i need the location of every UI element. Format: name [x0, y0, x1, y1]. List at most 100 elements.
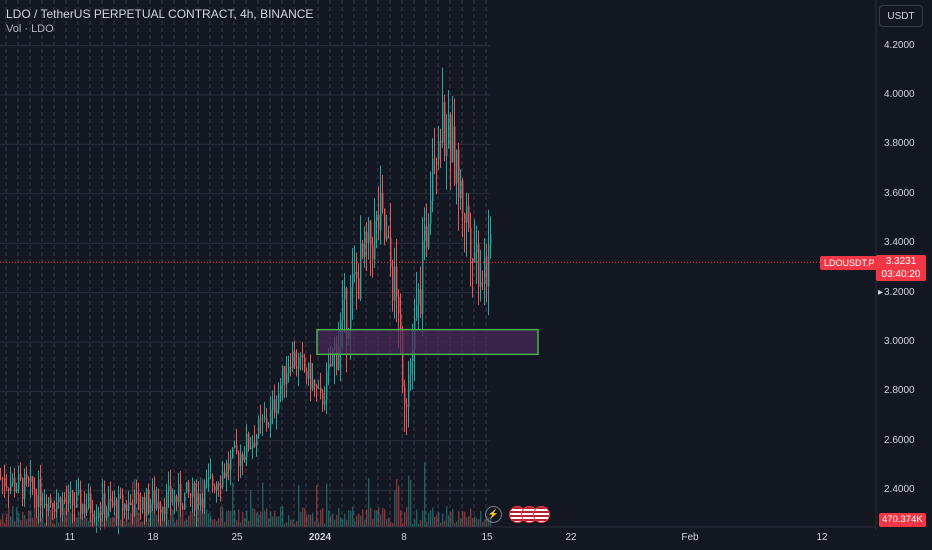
candle-body	[186, 482, 188, 493]
candle-body	[484, 256, 486, 284]
candlesticks	[0, 67, 492, 535]
volume-bar	[336, 514, 338, 527]
volume-bar	[476, 518, 478, 527]
candle-body	[366, 231, 368, 243]
volume-bar	[78, 511, 80, 527]
candle-body	[16, 488, 18, 492]
price-tick-label: 2.6000	[884, 434, 915, 446]
candle-body	[106, 511, 108, 518]
chart-title: LDO / TetherUS PERPETUAL CONTRACT, 4h, B…	[6, 7, 314, 21]
candle-body	[108, 498, 110, 512]
volume-bar	[394, 490, 396, 527]
volume-bar	[482, 521, 484, 527]
candle-body	[204, 483, 206, 508]
currency-button[interactable]: USDT	[879, 5, 923, 27]
candle-body	[364, 231, 366, 258]
volume-bar	[266, 508, 268, 527]
volume-bar	[374, 510, 376, 527]
volume-bar	[320, 509, 322, 527]
price-tick-label: 3.0000	[884, 336, 915, 347]
candle-body	[400, 313, 402, 331]
candle-body	[104, 493, 106, 518]
candle-body	[56, 502, 58, 512]
volume-bar	[184, 520, 186, 527]
volume-bar	[310, 514, 312, 527]
candle-body	[110, 498, 112, 502]
volume-bar	[352, 506, 354, 527]
volume-bar	[294, 523, 296, 527]
candle-body	[356, 272, 358, 279]
volume-bar	[484, 519, 486, 527]
volume-bar	[284, 523, 286, 527]
candle-body	[158, 502, 160, 510]
volume-bar	[470, 508, 472, 527]
candle-body	[360, 243, 362, 299]
volume-bar	[318, 522, 320, 527]
volume-bar	[172, 509, 174, 527]
candle-body	[306, 371, 308, 379]
candle-body	[320, 387, 322, 393]
volume-bar	[194, 514, 196, 527]
candle-body	[150, 504, 152, 513]
chart-grid	[0, 0, 490, 527]
us-flag-event-icon[interactable]	[533, 506, 550, 523]
volume-bar	[280, 507, 282, 527]
candle-body	[262, 419, 264, 421]
volume-bar	[120, 519, 122, 527]
volume-bar	[354, 521, 356, 527]
volume-bar	[460, 518, 462, 527]
volume-bar	[440, 522, 442, 527]
volume-bar	[378, 507, 380, 527]
volume-bar	[274, 511, 276, 527]
volume-bar	[408, 475, 410, 527]
bar-countdown: 03:40:20	[881, 269, 921, 280]
volume-bar	[250, 489, 252, 527]
volume-bar	[472, 518, 474, 527]
candle-body	[296, 366, 298, 369]
candle-body	[232, 447, 234, 458]
volume-bar	[424, 462, 426, 527]
volume-bar	[474, 516, 476, 527]
volume-bar	[316, 485, 318, 527]
candle-body	[80, 489, 82, 514]
candle-body	[216, 483, 218, 491]
volume-bar	[24, 515, 26, 527]
volume-bar	[300, 511, 302, 527]
volume-bar	[420, 520, 422, 527]
volume-bar	[142, 521, 144, 527]
candle-body	[182, 505, 184, 510]
volume-bar	[42, 512, 44, 527]
candle-body	[116, 499, 118, 519]
volume-bar	[44, 523, 46, 527]
volume-bar	[276, 516, 278, 527]
candle-body	[238, 452, 240, 467]
volume-bar	[334, 519, 336, 527]
candle-body	[288, 366, 290, 373]
volume-bar	[128, 522, 130, 527]
candle-body	[12, 477, 14, 484]
candle-body	[452, 126, 454, 163]
volume-bar	[86, 517, 88, 527]
candle-body	[436, 158, 438, 160]
volume-last-tag: 470.374K	[879, 513, 926, 527]
candle-body	[166, 491, 168, 515]
candle-body	[424, 226, 426, 241]
candle-body	[322, 392, 324, 405]
candle-body	[448, 114, 450, 148]
highlight-zone-rectangle[interactable]	[316, 328, 539, 356]
lightning-event-icon[interactable]: ⚡	[485, 506, 502, 523]
candle-body	[82, 504, 84, 514]
volume-bar	[366, 509, 368, 527]
volume-bar	[410, 480, 412, 527]
candle-body	[6, 485, 8, 489]
volume-bar	[210, 515, 212, 527]
volume-bar	[258, 514, 260, 527]
candle-body	[122, 494, 124, 511]
volume-bar	[380, 514, 382, 527]
candle-body	[2, 478, 4, 480]
candle-body	[392, 266, 394, 301]
volume-bar	[370, 507, 372, 527]
volume-bar	[138, 512, 140, 527]
candle-body	[338, 346, 340, 370]
